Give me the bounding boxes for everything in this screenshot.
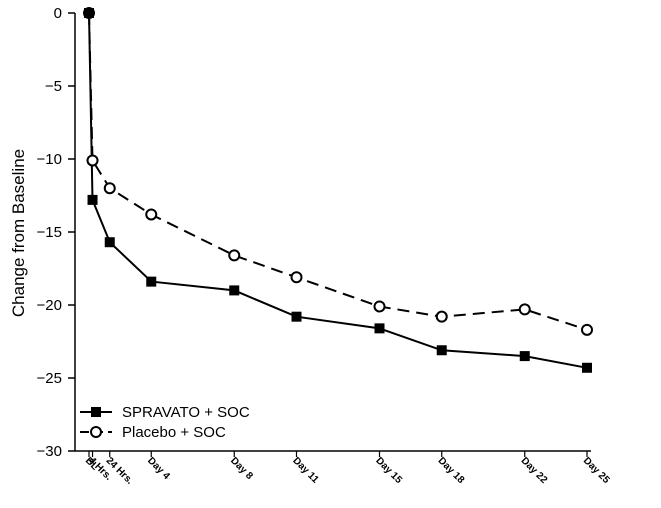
data-point-spravato bbox=[374, 323, 385, 334]
data-point-placebo bbox=[373, 300, 386, 313]
data-point-placebo bbox=[435, 310, 448, 323]
y-tick-label: −25 bbox=[37, 370, 62, 387]
data-point-placebo bbox=[581, 323, 593, 336]
y-tick-label: −15 bbox=[37, 224, 62, 241]
x-axis: BL4 Hrs.24 Hrs. Day 4 Day 8 Day 11 Day 15 Day… bbox=[75, 450, 612, 487]
x-tick-label: Day 4 bbox=[145, 455, 172, 482]
legend-marker-circle bbox=[90, 426, 102, 438]
x-tick-label: Day 15 bbox=[373, 455, 404, 486]
data-point-spravato bbox=[87, 194, 98, 205]
x-tick-label: Day 22 bbox=[519, 455, 550, 486]
x-tick-label: Day 11 bbox=[290, 455, 320, 485]
data-point-placebo bbox=[103, 182, 116, 195]
data-point-spravato bbox=[436, 345, 447, 356]
data-point-spravato bbox=[84, 8, 94, 18]
data-point-spravato bbox=[104, 237, 115, 248]
series-lines bbox=[88, 12, 588, 369]
series-line-spravato bbox=[88, 12, 588, 369]
legend-label: Placebo + SOC bbox=[122, 424, 226, 441]
data-point-placebo bbox=[290, 271, 303, 284]
data-point-placebo bbox=[228, 249, 241, 262]
series-line-placebo bbox=[88, 12, 588, 331]
x-tick-label: Day 18 bbox=[436, 455, 467, 486]
data-point-spravato bbox=[229, 285, 240, 296]
data-point-placebo bbox=[518, 303, 531, 316]
y-tick-label: −5 bbox=[45, 78, 62, 95]
series-markers bbox=[83, 7, 593, 373]
data-point-placebo bbox=[145, 208, 158, 221]
y-tick-label: −30 bbox=[37, 443, 62, 460]
data-point-spravato bbox=[146, 276, 157, 287]
legend-marker-square bbox=[91, 407, 101, 417]
y-axis: 0 −5 −10 −15 −20 −25 −30 bbox=[37, 5, 76, 460]
data-point-spravato bbox=[519, 351, 530, 362]
data-point-spravato bbox=[582, 362, 592, 373]
x-tick-label: Day 8 bbox=[228, 455, 255, 482]
data-point-placebo bbox=[86, 154, 99, 167]
y-tick-label: 0 bbox=[54, 5, 62, 22]
y-tick-label: −20 bbox=[37, 297, 62, 314]
legend: SPRAVATO + SOC Placebo + SOC bbox=[80, 404, 250, 441]
y-axis-label: Change from Baseline bbox=[9, 149, 28, 317]
y-tick-label: −10 bbox=[37, 151, 62, 168]
x-tick-label: Day 25 bbox=[581, 455, 612, 486]
legend-label: SPRAVATO + SOC bbox=[122, 404, 250, 421]
data-point-spravato bbox=[291, 311, 302, 322]
